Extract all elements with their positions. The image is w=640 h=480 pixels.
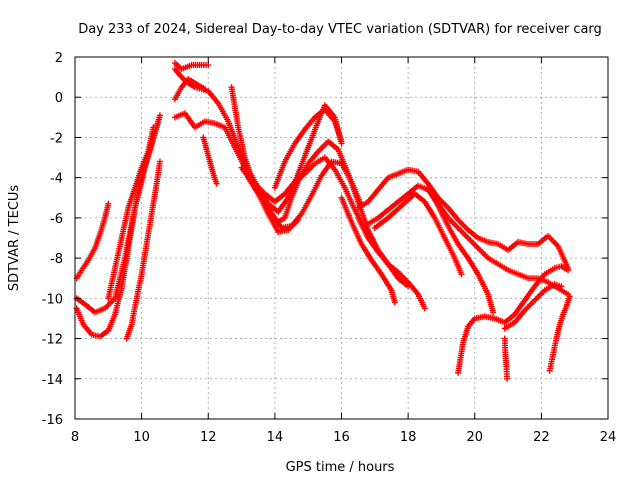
series-track-u [455, 263, 572, 376]
axis-ticks: 8 10 12 14 16 18 20 22 24 -16 -14 -12 -10 -8 -6 -4 -2 0 2 [42, 51, 617, 445]
data-point [205, 62, 212, 69]
y-tick-label: -6 [50, 212, 63, 227]
data-point [156, 112, 163, 119]
y-tick-label: -14 [42, 373, 63, 388]
x-tick-label: 22 [533, 430, 550, 445]
x-tick-label: 24 [600, 430, 617, 445]
data-point [155, 118, 162, 125]
y-tick-label: -2 [50, 131, 63, 146]
data-point [391, 299, 398, 306]
series-track-e [105, 124, 157, 302]
data-point [458, 271, 465, 278]
series-track-m [245, 174, 302, 235]
data-point [566, 293, 573, 300]
x-tick-label: 10 [133, 430, 150, 445]
y-axis-label: SDTVAR / TECUs [7, 185, 22, 292]
x-tick-label: 20 [466, 430, 483, 445]
y-tick-label: -12 [42, 333, 63, 348]
series-track-a [73, 200, 112, 282]
data-point [490, 309, 497, 316]
series-track-j [200, 134, 220, 187]
series-track-w [501, 335, 511, 382]
y-tick-label: 0 [55, 91, 63, 106]
data-point [338, 138, 345, 145]
series-track-p [355, 214, 428, 312]
data-point [213, 180, 220, 187]
y-tick-label: 2 [55, 51, 63, 66]
series-track-k [228, 84, 412, 290]
series-track-c [73, 118, 162, 340]
data-point [565, 267, 572, 274]
data-point [105, 200, 112, 207]
y-tick-label: -16 [42, 413, 63, 428]
x-axis-label: GPS time / hours [286, 460, 395, 475]
y-tick-label: -4 [50, 172, 63, 187]
data-point [156, 158, 163, 165]
grid-lines [75, 57, 608, 419]
series-track-s [371, 190, 465, 278]
x-tick-label: 8 [71, 430, 79, 445]
x-tick-label: 18 [400, 430, 417, 445]
data-markers [73, 60, 573, 382]
series-track-v [501, 281, 565, 332]
series-track-n [271, 106, 345, 191]
x-tick-label: 14 [267, 430, 284, 445]
y-tick-label: -8 [50, 252, 63, 267]
x-tick-label: 16 [333, 430, 350, 445]
x-tick-label: 12 [200, 430, 217, 445]
data-point [421, 305, 428, 312]
data-point [558, 283, 565, 290]
series-track-t [425, 184, 497, 316]
y-tick-label: -10 [42, 292, 63, 307]
data-point [150, 124, 157, 131]
series-track-d [123, 158, 163, 342]
series-track-q [355, 166, 572, 272]
data-point [295, 216, 302, 223]
series-track-x [546, 293, 573, 374]
series-track-o [338, 194, 398, 306]
series-track-f [171, 60, 212, 73]
chart-title: Day 233 of 2024, Sidereal Day-to-day VTE… [78, 22, 602, 37]
data-point [504, 375, 511, 382]
